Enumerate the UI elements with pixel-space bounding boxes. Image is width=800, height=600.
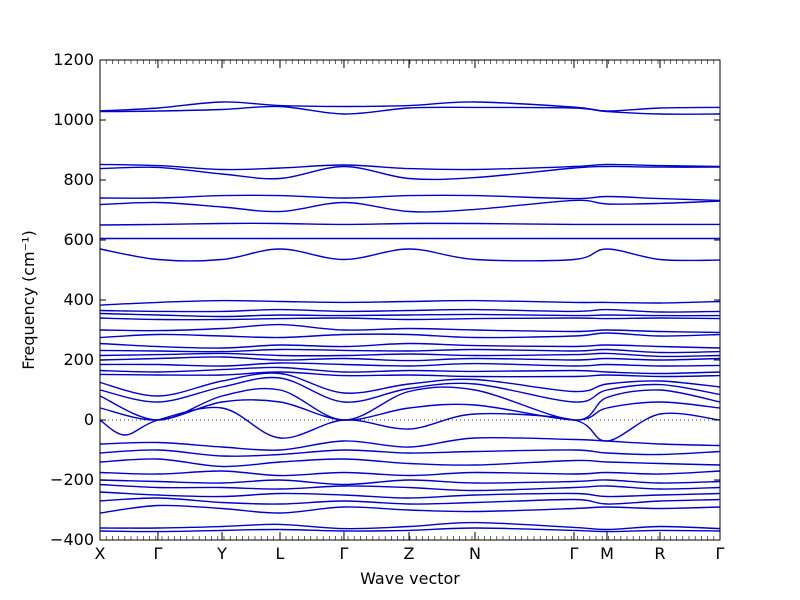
band-33 (99, 483, 721, 492)
band-34 (99, 491, 721, 499)
y-tick-label: 600 (63, 230, 94, 249)
band-36 (99, 504, 721, 514)
y-axis-label: Frequency (cm⁻¹) (19, 230, 38, 369)
band-3 (99, 163, 721, 171)
band-35 (99, 497, 721, 505)
band-6 (99, 199, 721, 213)
band-29 (99, 449, 721, 457)
band-12 (99, 312, 721, 318)
band-14 (99, 323, 721, 334)
x-tick-label: X (95, 544, 106, 563)
band-32 (99, 479, 721, 486)
band-10 (99, 299, 721, 306)
band-1 (99, 101, 721, 112)
band-16 (99, 342, 721, 349)
y-tick-label: 400 (63, 290, 94, 309)
bands-layer (99, 101, 721, 533)
y-tick-label: 1000 (53, 110, 94, 129)
y-tick-label: 200 (63, 350, 94, 369)
band-17 (99, 348, 721, 354)
band-4 (99, 165, 721, 181)
y-tick-label: 0 (84, 410, 94, 429)
y-tick-label: −400 (50, 530, 94, 549)
band-25 (99, 386, 721, 421)
band-23 (99, 372, 721, 397)
x-tick-label: Γ (154, 544, 163, 563)
band-2 (99, 105, 721, 115)
band-5 (99, 194, 721, 202)
x-axis-label: Wave vector (360, 569, 460, 588)
y-tick-label: 1200 (53, 50, 94, 69)
x-tick-label: M (600, 544, 614, 563)
x-tick-label: Z (404, 544, 415, 563)
band-21 (99, 366, 721, 375)
x-tick-label: Γ (340, 544, 349, 563)
band-11 (99, 308, 721, 313)
band-20 (99, 362, 721, 367)
x-tick-label: Y (216, 544, 227, 563)
band-38 (99, 527, 721, 533)
band-31 (99, 470, 721, 477)
band-18 (99, 352, 721, 358)
band-24 (99, 376, 721, 403)
band-26 (99, 399, 721, 421)
band-19 (99, 356, 721, 362)
band-13 (99, 317, 721, 321)
x-tick-label: N (469, 544, 481, 563)
band-15 (99, 332, 721, 339)
y-ticks: −400 −200 0 200 400 600 800 1000 1200 (50, 50, 720, 549)
plot-frame (99, 59, 721, 541)
band-7 (99, 222, 720, 226)
x-tick-label: L (276, 544, 285, 563)
band-27 (99, 406, 721, 442)
x-tick-label: Γ (716, 544, 725, 563)
band-9 (99, 248, 721, 262)
y-tick-label: −200 (50, 470, 94, 489)
band-37 (99, 521, 721, 531)
y-tick-label: 800 (63, 170, 94, 189)
band-30 (99, 458, 721, 468)
x-tick-label: R (654, 544, 665, 563)
x-tick-label: Γ (570, 544, 579, 563)
band-22 (99, 371, 721, 378)
band-28 (99, 436, 721, 451)
